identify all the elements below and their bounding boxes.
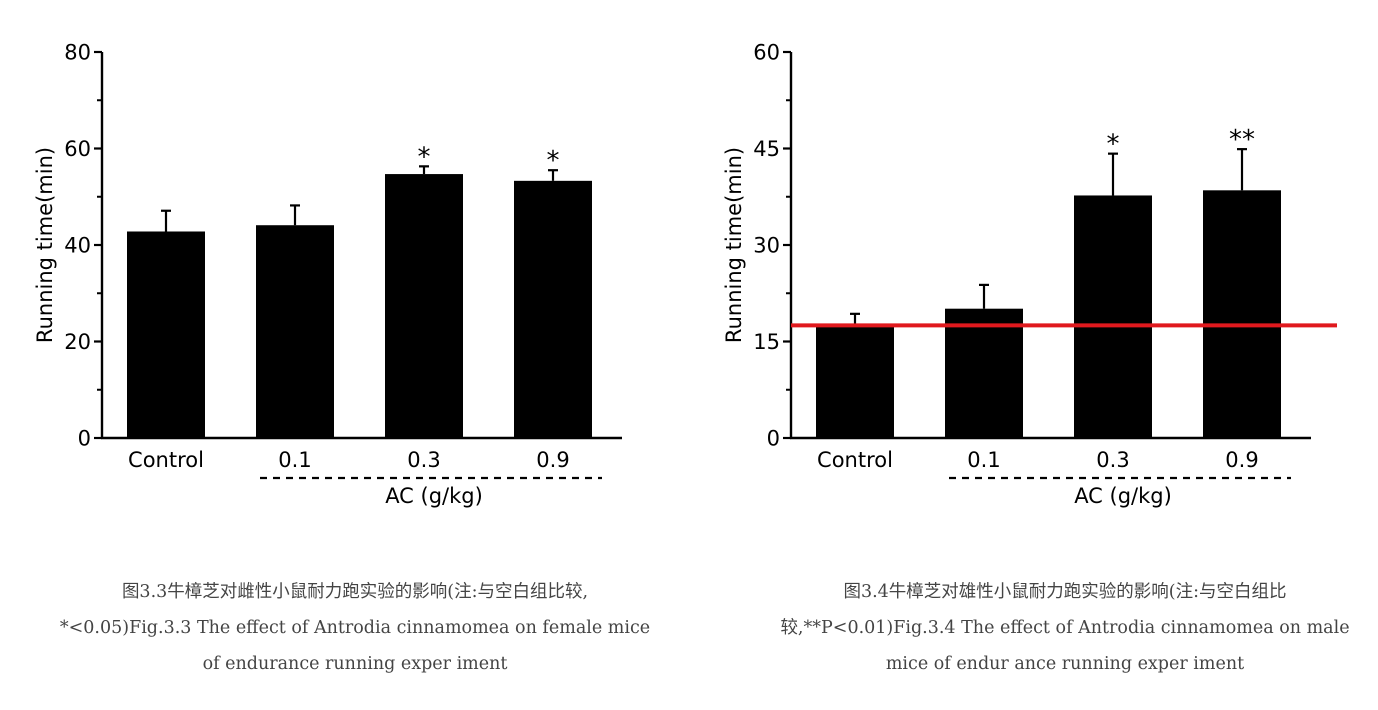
caption-line: 图3.4牛樟芝对雄性小鼠耐力跑实验的影响(注:与空白组比 (843, 582, 1287, 602)
y-tick-label: 60 (753, 41, 780, 65)
bar (945, 308, 1023, 438)
figure-caption-3-4: 图3.4牛樟芝对雄性小鼠耐力跑实验的影响(注:与空白组比 较,**P<0.01)… (720, 574, 1378, 682)
caption-line: of endurance running exper iment (202, 654, 508, 674)
x-axis-label: AC (g/kg) (385, 484, 483, 508)
bar (816, 324, 894, 438)
y-tick-label: 40 (64, 234, 91, 258)
caption-line: 较,**P<0.01)Fig.3.4 The effect of Antrodi… (780, 618, 1350, 638)
x-tick-label: 0.9 (1225, 448, 1258, 472)
bar (127, 231, 205, 438)
y-tick-label: 60 (64, 137, 91, 161)
y-tick-label: 15 (753, 330, 780, 354)
bar (514, 180, 592, 438)
bar (1203, 190, 1281, 438)
significance-mark: * (547, 146, 560, 176)
x-tick-label: Control (128, 448, 204, 472)
caption-line: mice of endur ance running exper iment (885, 654, 1245, 674)
y-tick-label: 45 (753, 137, 780, 161)
y-tick-label: 80 (64, 41, 91, 65)
y-axis-label: Running time(min) (33, 147, 57, 343)
significance-mark: * (1107, 130, 1120, 160)
y-axis-label: Running time(min) (722, 147, 746, 343)
significance-mark: ** (1229, 125, 1255, 155)
x-tick-label: 0.3 (1096, 448, 1129, 472)
y-tick-label: 0 (78, 427, 91, 451)
figure-caption-3-3: 图3.3牛樟芝对雌性小鼠耐力跑实验的影响(注:与空白组比较, *<0.05)Fi… (20, 574, 690, 682)
chart-female-mice: Control 0.1 * 0.3 * 0.9 0 20 40 60 80 Running time(… (33, 41, 622, 508)
bar (256, 225, 334, 438)
chart-male-mice: Control 0.1 * 0.3 ** 0.9 0 15 30 45 60 Running time… (722, 41, 1337, 508)
caption-line: 图3.3牛樟芝对雌性小鼠耐力跑实验的影响(注:与空白组比较, (121, 582, 589, 602)
x-tick-label: 0.3 (407, 448, 440, 472)
y-tick-label: 0 (767, 427, 780, 451)
significance-mark: * (418, 142, 431, 172)
x-axis-label: AC (g/kg) (1074, 484, 1172, 508)
bar (385, 174, 463, 438)
y-tick-label: 30 (753, 234, 780, 258)
bar (1074, 195, 1152, 438)
x-tick-label: 0.1 (967, 448, 1000, 472)
x-tick-label: 0.9 (536, 448, 569, 472)
x-tick-label: Control (817, 448, 893, 472)
caption-line: *<0.05)Fig.3.3 The effect of Antrodia ci… (59, 618, 651, 638)
y-tick-label: 20 (64, 330, 91, 354)
x-tick-label: 0.1 (278, 448, 311, 472)
